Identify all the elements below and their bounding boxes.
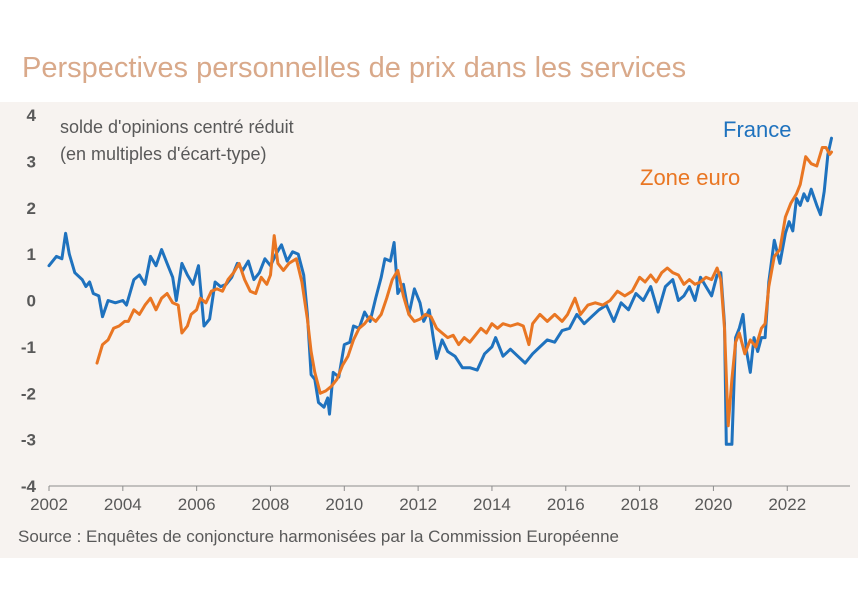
series-lines: [47, 136, 833, 446]
y-tick-label: -2: [21, 384, 36, 403]
y-tick-label: 2: [27, 199, 36, 218]
x-tick-label: 2018: [621, 495, 659, 514]
x-tick-label: 2022: [768, 495, 806, 514]
x-tick-label: 2006: [178, 495, 216, 514]
chart-panel: 4 3 2 1 0 -1 -2 -3 -4 2002 2004 2006 2008 2010 2012 20…: [0, 102, 858, 558]
y-axis: 4 3 2 1 0 -1 -2 -3 -4: [21, 106, 37, 496]
x-tick-label: 2014: [473, 495, 511, 514]
x-axis: 2002 2004 2006 2008 2010 2012 2014 2016 2018 2020…: [30, 486, 806, 514]
series-line-france: [47, 136, 833, 446]
legend-zone-euro: Zone euro: [640, 165, 740, 190]
x-tick-label: 2002: [30, 495, 68, 514]
x-tick-label: 2016: [547, 495, 585, 514]
y-axis-label-line-2: (en multiples d'écart-type): [60, 144, 267, 164]
x-tick-label: 2008: [252, 495, 290, 514]
series-line-zone-euro: [95, 146, 833, 428]
y-tick-label: 0: [27, 292, 36, 311]
y-tick-label: 3: [27, 152, 36, 171]
y-tick-label: -1: [21, 338, 36, 357]
y-tick-label: -4: [21, 477, 37, 496]
y-tick-label: -3: [21, 431, 36, 450]
y-axis-label-line-1: solde d'opinions centré réduit: [60, 117, 294, 137]
y-tick-label: 4: [27, 106, 37, 125]
chart-title: Perspectives personnelles de prix dans l…: [22, 52, 687, 84]
x-tick-label: 2010: [325, 495, 363, 514]
y-tick-label: 1: [27, 245, 36, 264]
source-note: Source : Enquêtes de conjoncture harmoni…: [18, 527, 620, 546]
x-tick-label: 2004: [104, 495, 142, 514]
legend-france: France: [723, 117, 791, 142]
x-tick-label: 2012: [399, 495, 437, 514]
x-tick-label: 2020: [695, 495, 733, 514]
